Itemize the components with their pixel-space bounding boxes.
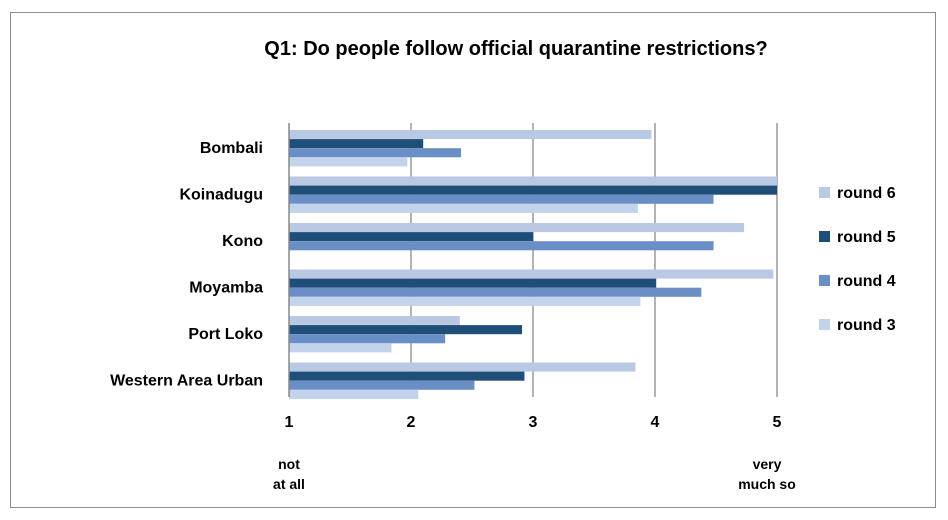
bar <box>289 194 714 204</box>
legend-label: round 3 <box>837 317 896 334</box>
bar <box>289 343 392 353</box>
x-tick-label: 1 <box>285 414 294 431</box>
bar <box>289 241 714 251</box>
bar <box>289 296 641 306</box>
x-tick-labels: 1 2 3 4 5 <box>285 414 782 431</box>
x-tick-label: 3 <box>529 414 538 431</box>
scale-low-line1: not <box>278 456 300 472</box>
category-label: Kono <box>222 233 263 250</box>
bar <box>289 232 533 242</box>
bar <box>289 176 777 186</box>
chart-title: Q1: Do people follow official quarantine… <box>264 38 767 60</box>
legend-label: round 4 <box>837 273 896 290</box>
bar <box>289 287 702 297</box>
category-label: Koinadugu <box>179 187 263 204</box>
category-label: Moyamba <box>189 280 263 297</box>
bar <box>289 203 638 213</box>
bar <box>289 325 523 335</box>
gridlines <box>410 123 778 397</box>
bar <box>289 269 774 279</box>
bar <box>289 130 652 140</box>
bar <box>289 371 525 381</box>
bar <box>289 334 446 344</box>
legend-swatch <box>819 187 830 198</box>
x-tick-label: 5 <box>773 414 782 431</box>
legend-swatch <box>819 231 830 242</box>
legend: round 6 round 5 round 4 round 3 <box>819 185 896 334</box>
x-scale-labels: not at all very much so <box>273 456 796 492</box>
bar <box>289 380 475 390</box>
bar <box>289 223 745 233</box>
bar <box>289 139 424 149</box>
scale-high-line2: much so <box>738 476 796 492</box>
category-labels: Bombali Koinadugu Kono Moyamba Port Loko West… <box>110 140 263 390</box>
bar <box>289 389 419 399</box>
bar <box>289 185 777 195</box>
bar <box>289 316 460 326</box>
legend-swatch <box>819 275 830 286</box>
x-tick-label: 2 <box>407 414 416 431</box>
category-label: Port Loko <box>188 326 263 343</box>
bar <box>289 148 462 158</box>
scale-high-line1: very <box>753 456 782 472</box>
bar-chart: Q1: Do people follow official quarantine… <box>110 38 896 492</box>
category-label: Bombali <box>200 140 263 157</box>
legend-label: round 5 <box>837 229 896 246</box>
bar <box>289 278 657 288</box>
scale-low-line2: at all <box>273 476 305 492</box>
legend-swatch <box>819 319 830 330</box>
category-label: Western Area Urban <box>110 373 263 390</box>
chart-frame: Q1: Do people follow official quarantine… <box>10 12 936 508</box>
bars <box>289 130 777 399</box>
x-tick-label: 4 <box>651 414 660 431</box>
legend-label: round 6 <box>837 185 896 202</box>
bar <box>289 362 636 372</box>
bar <box>289 157 408 167</box>
